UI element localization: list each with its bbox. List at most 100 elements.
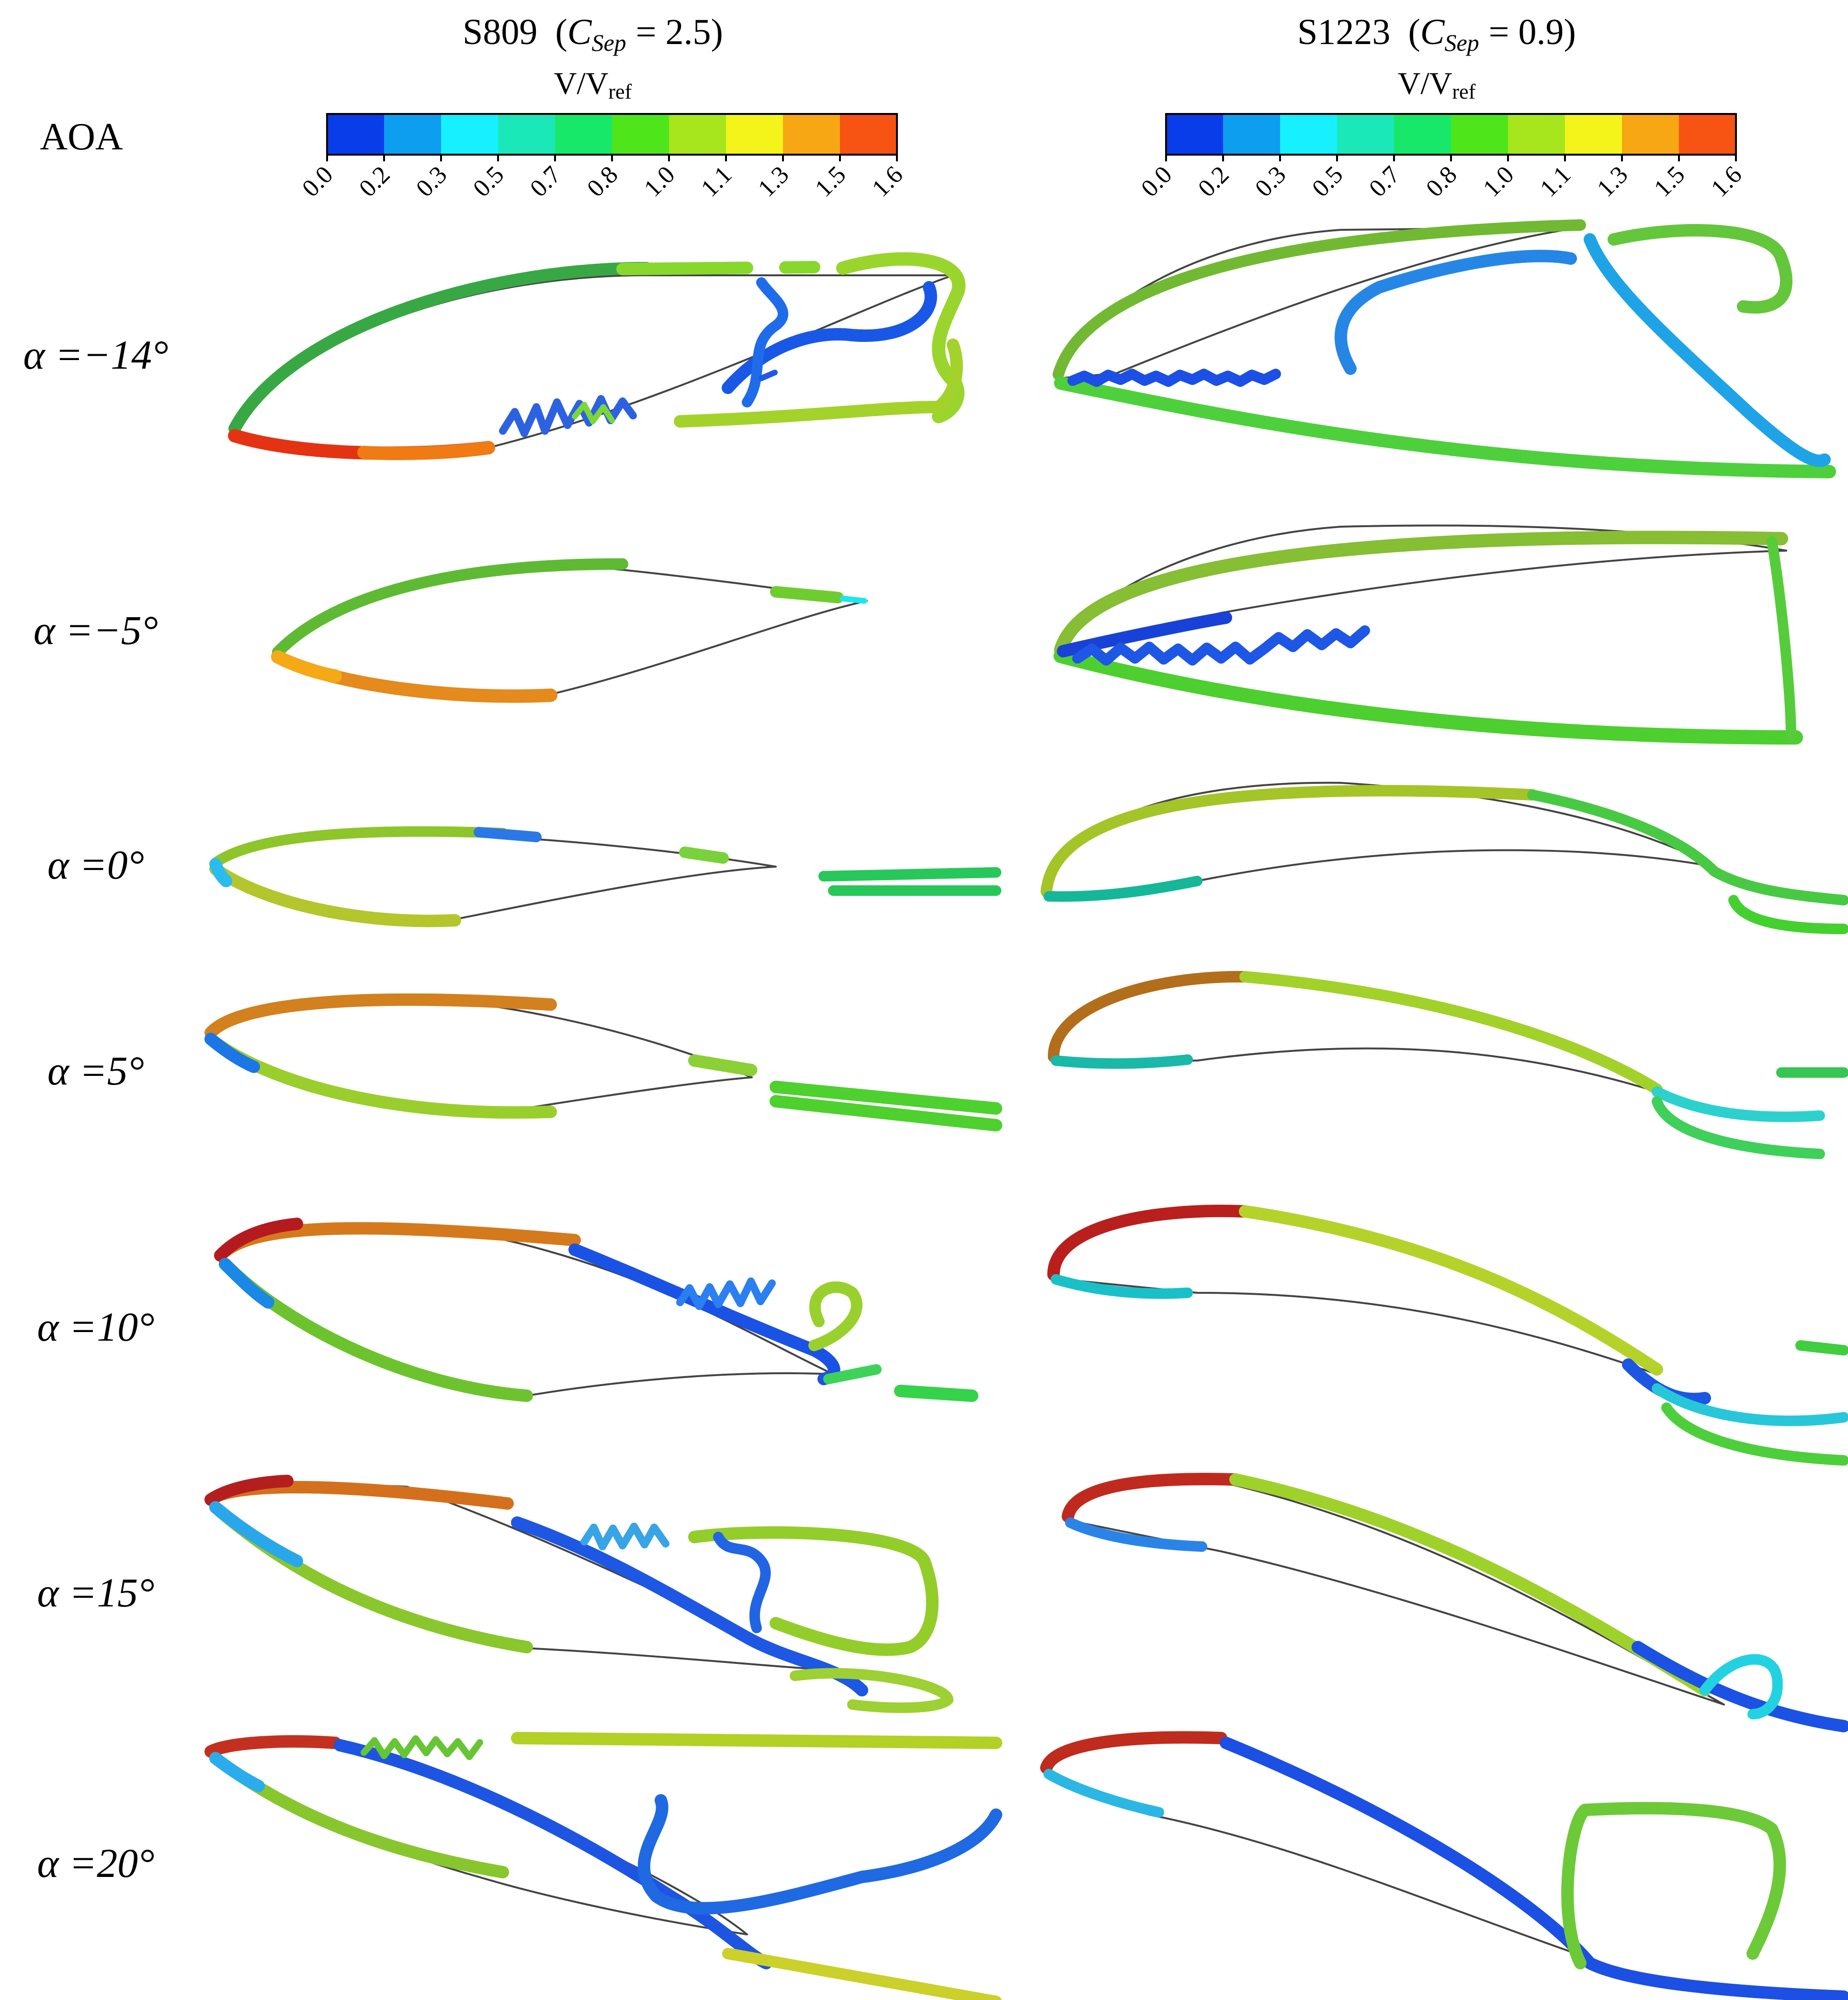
upper-surface-band bbox=[1229, 1473, 1711, 1696]
leading-edge-band bbox=[209, 858, 232, 887]
right-colorbar-segment bbox=[1223, 114, 1281, 155]
alpha-label-4: α =5° bbox=[47, 1048, 144, 1094]
left-colorbar-tick-label: 1.0 bbox=[639, 161, 680, 202]
upper-surface-band bbox=[1239, 971, 1663, 1095]
left-colorbar: 0.0 0.2 0.3 0.5 0.7 0.8 1.0 1.1 1.3 1.5 1.6 bbox=[297, 113, 908, 202]
right-csep-value: = 0.9) bbox=[1489, 12, 1576, 52]
right-colorbar-segment bbox=[1280, 114, 1338, 155]
wake-loop bbox=[790, 1668, 953, 1713]
separation-fragments bbox=[688, 1054, 758, 1076]
right-colorbar-segment bbox=[1394, 114, 1451, 155]
wake-fragment bbox=[894, 1385, 978, 1402]
alpha-label-1: α =−14° bbox=[23, 332, 168, 378]
lower-surface-band bbox=[1043, 876, 1202, 902]
lower-surface-band bbox=[1051, 1054, 1193, 1069]
left-colorbar-segment bbox=[555, 114, 612, 155]
wake-band bbox=[722, 1948, 1002, 2000]
lower-surface-band bbox=[271, 650, 342, 683]
lower-surface-band bbox=[204, 1033, 557, 1119]
separated-sheet bbox=[742, 277, 788, 407]
upper-surface-band bbox=[204, 1475, 294, 1506]
wake-band bbox=[770, 1081, 1002, 1131]
upper-surface-band bbox=[1048, 971, 1251, 1062]
right-colorbar-segment bbox=[1622, 114, 1679, 155]
left-colorbar-segment bbox=[783, 114, 840, 155]
airfoil-outline bbox=[234, 274, 954, 455]
vortex-loop bbox=[836, 252, 966, 423]
s1223-panel-aoa-15 bbox=[1062, 1472, 1848, 1732]
s809-panel-aoa-15 bbox=[204, 1475, 953, 1713]
left-colorbar-segment bbox=[384, 114, 442, 155]
wake-band bbox=[1652, 1086, 1825, 1122]
trailing-edge-band bbox=[1767, 536, 1796, 743]
right-colorbar-segment bbox=[1166, 114, 1224, 155]
lower-surface-band bbox=[219, 1258, 274, 1309]
airfoil-outline bbox=[219, 1224, 834, 1397]
right-colorbar-tick-label: 1.1 bbox=[1535, 161, 1576, 202]
right-csep-symbol: C bbox=[1420, 12, 1445, 52]
alpha-label-2: α =−5° bbox=[34, 607, 158, 653]
lower-surface-band bbox=[209, 1752, 265, 1792]
left-colorbar-tick-label: 1.5 bbox=[810, 161, 851, 202]
right-colorbar-segment bbox=[1679, 114, 1736, 155]
upper-surface-band bbox=[616, 261, 820, 275]
wake-band bbox=[1652, 1096, 1825, 1159]
right-colorbar-tick-label: 0.5 bbox=[1307, 161, 1348, 202]
turbulent-fragments bbox=[580, 1523, 669, 1550]
alpha-labels: α =−14° α =−5° α =0° α =5° α =10° α =15°… bbox=[23, 332, 168, 1886]
alpha-label-3: α =0° bbox=[47, 842, 144, 888]
left-colorbar-title: V/Vref bbox=[554, 66, 632, 103]
turbulent-fragments bbox=[1072, 625, 1370, 666]
left-title: S809 (CSep = 2.5) bbox=[463, 12, 723, 56]
left-colorbar-tick-label: 0.0 bbox=[297, 161, 338, 202]
left-colorbar-segment bbox=[840, 114, 897, 155]
right-colorbar-tick-label: 0.3 bbox=[1250, 161, 1291, 202]
vortex-loop bbox=[1561, 1802, 1786, 1969]
right-airfoil-name: S1223 bbox=[1297, 12, 1390, 52]
upper-surface-band bbox=[679, 847, 729, 864]
upper-surface-band bbox=[770, 586, 844, 603]
s809-panels bbox=[204, 252, 1002, 2000]
upper-surface-band bbox=[272, 558, 628, 658]
alpha-label-6: α =15° bbox=[37, 1570, 154, 1616]
lower-surface-band bbox=[1065, 1517, 1207, 1552]
right-colorbar-segment bbox=[1565, 114, 1622, 155]
left-colorbar-segment bbox=[327, 114, 385, 155]
left-colorbar-segment bbox=[612, 114, 669, 155]
vortex-sheet bbox=[713, 1532, 771, 1633]
wake-band bbox=[1728, 895, 1848, 934]
left-colorbar-tick-label: 0.7 bbox=[525, 161, 566, 202]
vortex-loop bbox=[1608, 224, 1792, 314]
trailing-edge-band bbox=[1527, 790, 1848, 905]
upper-surface-band bbox=[204, 1735, 341, 1758]
lower-surface-band bbox=[219, 1258, 533, 1402]
right-colorbar-segment bbox=[1451, 114, 1508, 155]
right-colorbar-tick-label: 0.7 bbox=[1364, 161, 1405, 202]
left-csep-symbol: C bbox=[567, 12, 592, 52]
lower-surface-band bbox=[209, 863, 461, 927]
left-colorbar-tick-label: 1.3 bbox=[753, 161, 794, 202]
left-colorbar-segment bbox=[726, 114, 783, 155]
left-colorbar-tick-label: 0.3 bbox=[411, 161, 452, 202]
lower-surface-band bbox=[209, 1752, 509, 1878]
left-colorbar-segment bbox=[669, 114, 726, 155]
s1223-panel-aoa-10 bbox=[1047, 1205, 1848, 1466]
upper-surface-band bbox=[1062, 1472, 1242, 1523]
s1223-panels bbox=[1040, 219, 1848, 2000]
lower-surface-band bbox=[1054, 376, 1836, 478]
wake-band bbox=[818, 867, 1001, 896]
upper-surface-band bbox=[1053, 219, 1586, 380]
s1223-panel-aoa-m5 bbox=[1054, 524, 1803, 745]
turbulent-fragments bbox=[676, 1277, 776, 1310]
trailing-edge-band bbox=[840, 596, 867, 604]
upper-surface-band bbox=[1239, 1205, 1663, 1376]
separated-sheet bbox=[511, 1516, 868, 1696]
wake-fragment bbox=[759, 370, 778, 381]
s1223-panel-aoa-0 bbox=[1041, 781, 1848, 934]
shed-vortex-band bbox=[637, 1794, 1002, 1915]
right-colorbar-segment bbox=[1337, 114, 1395, 155]
turbulent-fragments bbox=[1067, 369, 1281, 387]
left-csep-value: = 2.5) bbox=[636, 12, 723, 52]
alpha-label-7: α =20° bbox=[37, 1840, 154, 1886]
